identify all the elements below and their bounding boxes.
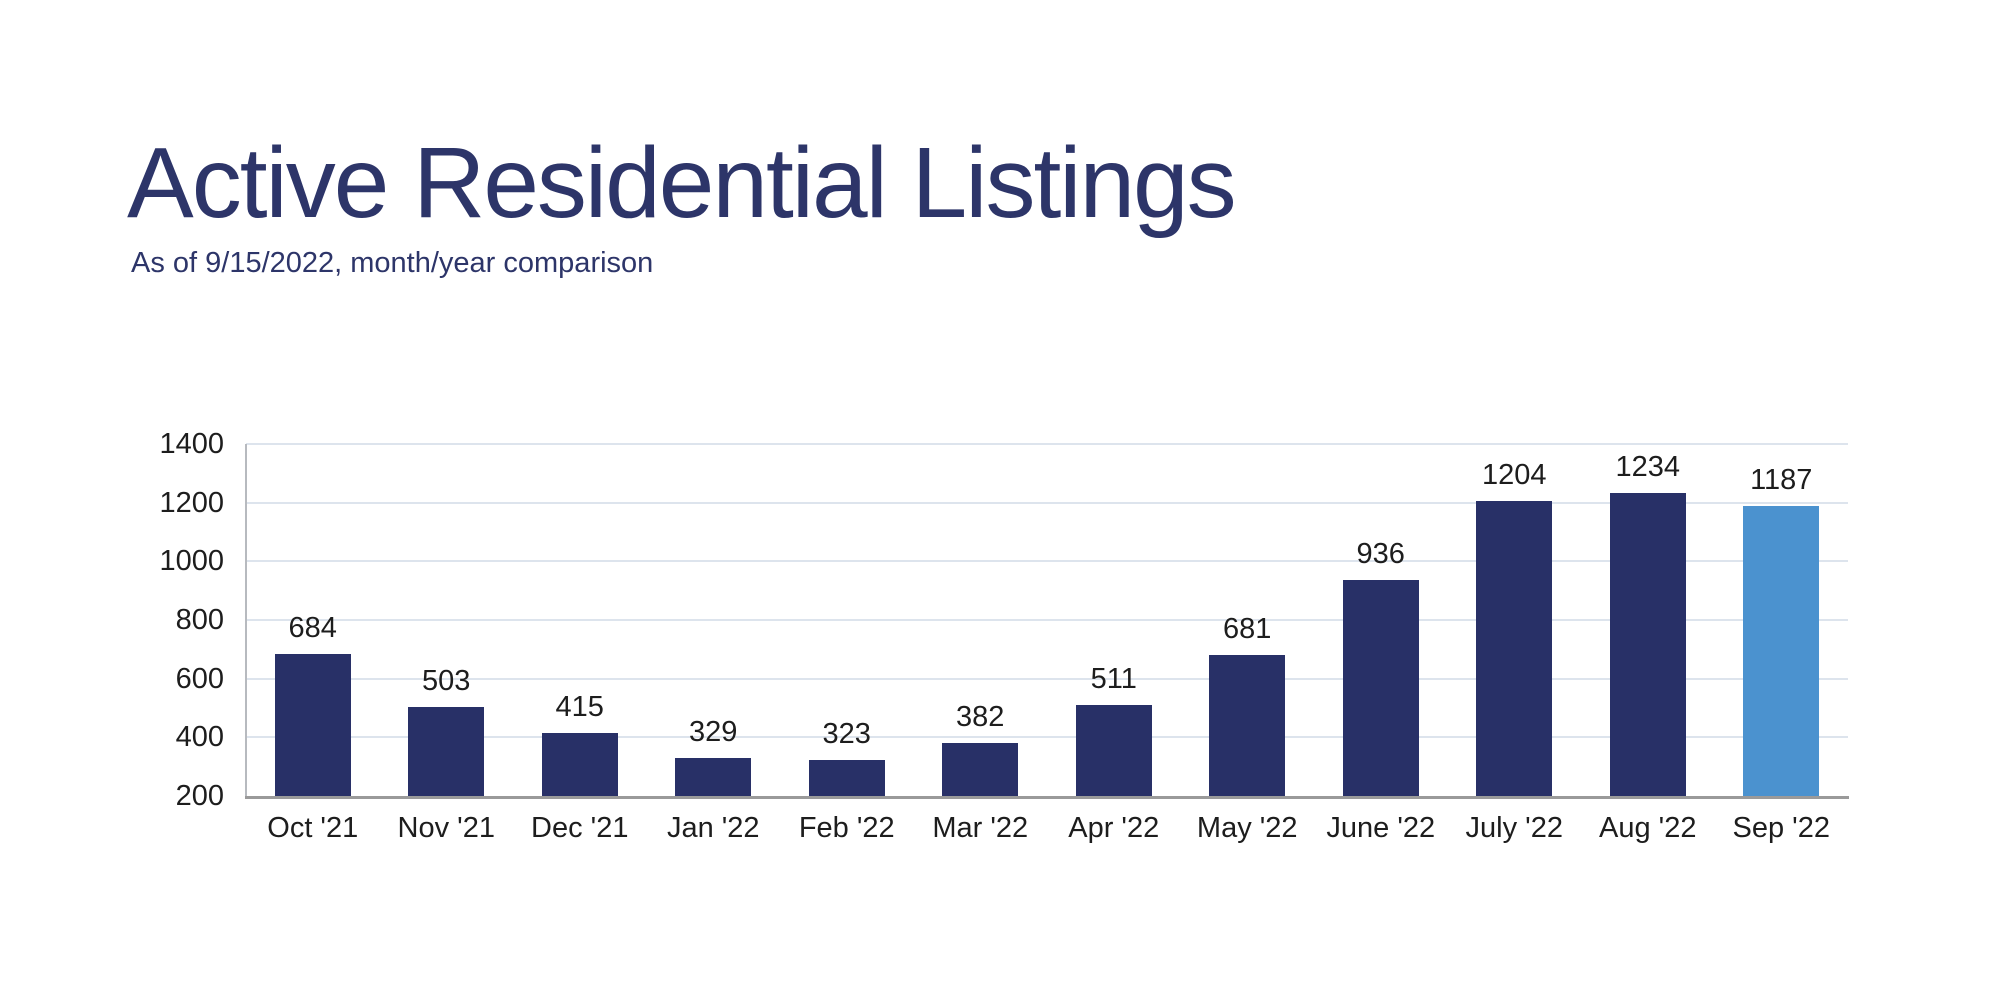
x-axis-tick-label: Nov '21 [397,812,495,844]
bar-value-label: 1187 [1750,464,1813,497]
x-axis-tick-label: Dec '21 [531,812,629,844]
bar-value-label: 1234 [1615,450,1680,483]
bar [1609,492,1686,796]
bar-value-label: 323 [822,717,871,750]
bar-value-label: 681 [1223,612,1272,645]
y-axis-tick-label: 800 [175,604,224,636]
x-axis-tick-label: May '22 [1196,812,1298,844]
gridline [246,677,1848,680]
bar [1209,654,1286,796]
gridline [246,560,1848,563]
y-axis-tick-label: 1400 [159,428,224,460]
y-axis-tick-label: 1200 [159,486,224,519]
x-axis-tick-label: June '22 [1326,812,1436,844]
bar-value-label: 684 [288,612,337,645]
x-axis-tick-label: Oct '21 [267,812,359,844]
bar-value-label: 329 [689,716,738,749]
bar [808,759,885,796]
y-axis-line [245,444,247,799]
bar [1075,704,1152,796]
bar-value-label: 415 [555,690,604,723]
y-axis-tick-label: 600 [175,662,224,695]
bar [408,707,485,796]
y-axis-tick-label: 400 [175,721,224,754]
plot-area: 1400 1200 1000 800 600 400 200 684 Oct '21 503 Nov… [159,428,1848,844]
x-axis-tick-label: Jan '22 [666,812,760,844]
bar-value-label: 503 [422,665,471,698]
y-axis-tick-label: 200 [175,780,224,812]
bar [1743,506,1820,796]
gridline [246,443,1848,445]
bar [274,654,351,796]
bar-value-label: 382 [956,700,1005,733]
x-axis-tick-label: Sep '22 [1732,812,1830,844]
bar [541,732,618,796]
x-axis-tick-label: Feb '22 [798,812,895,844]
x-axis-tick-label: July '22 [1465,812,1563,844]
gridline [246,619,1848,621]
bar [1342,580,1419,796]
chart-title: Active Residential Listings [127,127,1237,239]
x-axis-line [245,796,1849,799]
bar-value-label: 1204 [1481,459,1547,492]
gridline [246,501,1848,504]
x-axis-tick-label: Apr '22 [1068,812,1160,844]
bar [675,758,752,796]
gridline [246,736,1848,739]
bar [942,742,1019,796]
bar-value-label: 936 [1356,538,1405,571]
y-axis-tick-label: 1000 [159,545,224,578]
bar [1476,501,1553,796]
x-axis-tick-label: Mar '22 [932,812,1029,844]
bar-value-label: 511 [1090,662,1137,695]
chart-subtitle: As of 9/15/2022, month/year comparison [131,247,654,279]
x-axis-tick-label: Aug '22 [1599,812,1697,844]
